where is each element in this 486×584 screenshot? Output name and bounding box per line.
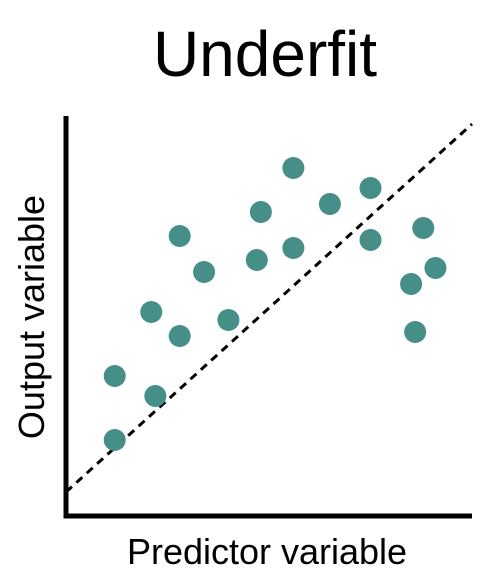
data-point-17 [404, 321, 427, 343]
data-point-19 [424, 257, 447, 279]
plot-area [63, 116, 474, 519]
data-point-12 [282, 157, 305, 179]
chart-title: Underfit [153, 18, 377, 90]
data-point-18 [412, 217, 435, 239]
data-point-15 [359, 229, 382, 251]
data-point-9 [245, 249, 268, 271]
data-point-16 [400, 273, 423, 295]
data-point-14 [359, 177, 382, 199]
data-point-5 [168, 325, 191, 347]
x-axis-label: Predictor variable [127, 531, 407, 572]
data-point-1 [103, 429, 126, 451]
data-point-2 [103, 365, 126, 387]
fit-line-dashed [64, 122, 474, 494]
data-point-10 [249, 201, 272, 223]
y-axis-label: Output variable [11, 195, 52, 439]
data-point-3 [144, 385, 167, 407]
data-point-6 [168, 225, 191, 247]
data-point-4 [140, 301, 163, 323]
data-point-13 [318, 193, 341, 215]
data-point-7 [193, 261, 216, 283]
data-points [103, 157, 447, 451]
data-point-11 [282, 237, 305, 259]
data-point-8 [217, 309, 240, 331]
